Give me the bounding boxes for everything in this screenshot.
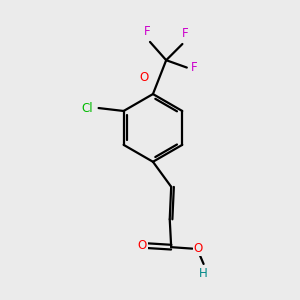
Text: Cl: Cl [82, 101, 93, 115]
Text: O: O [194, 242, 203, 255]
Text: O: O [138, 239, 147, 252]
Text: F: F [191, 61, 198, 74]
Text: F: F [144, 25, 151, 38]
Text: F: F [182, 27, 188, 40]
Text: H: H [199, 268, 208, 281]
Text: O: O [140, 71, 149, 84]
